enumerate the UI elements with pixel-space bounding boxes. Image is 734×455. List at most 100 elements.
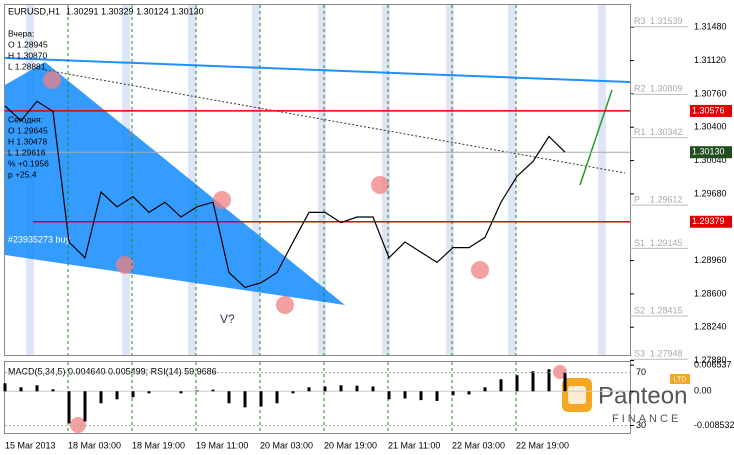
blue-triangle (5, 62, 345, 305)
pivot-circles (43, 71, 567, 433)
band (188, 5, 196, 355)
info-line: Вчера: (8, 28, 34, 38)
macd-title: MACD(5,34,5) 0.004640 0.005499; RSI(14) … (8, 366, 217, 376)
logo: LTD Panteon FINANCE (562, 374, 690, 425)
macd-bar (451, 391, 455, 396)
level-label: 1.30576 (692, 105, 725, 115)
pivot-value: 1.30809 (650, 84, 683, 94)
y-tick-label: 1.27880 (694, 355, 727, 365)
macd-bar (179, 391, 183, 394)
macd-bar (435, 391, 439, 401)
macd-bar (403, 391, 407, 399)
x-tick-label: 20 Mar 03:00 (260, 440, 313, 450)
pivot-value: 1.31539 (650, 16, 683, 26)
y-tick-label: 1.31120 (694, 55, 726, 65)
macd-bar (19, 387, 23, 392)
macd-bar (515, 375, 519, 392)
band (598, 5, 606, 355)
pivot-name: P (634, 195, 640, 205)
macd-bar (387, 391, 391, 400)
macd-bar (275, 391, 279, 404)
macd-bar (51, 389, 55, 392)
macd-bar (323, 386, 327, 392)
chart-subtitle: 1.30291 1.30329 1.30124 1.30130 (66, 6, 204, 16)
pivot-name: R1 (634, 127, 646, 137)
circle (116, 256, 134, 274)
macd-bar (291, 391, 295, 394)
pivot-value: 1.28415 (650, 305, 683, 315)
price-line (4, 100, 566, 289)
macd-bar (211, 389, 215, 392)
macd-bar (547, 369, 551, 392)
info-line: O 1.28945 (8, 39, 48, 49)
pivot-name: S2 (634, 305, 645, 315)
macd-bar (195, 390, 199, 392)
circle (276, 296, 294, 314)
level-label: 1.30130 (692, 147, 725, 157)
trend-line (4, 57, 631, 83)
level-label-box (690, 146, 732, 159)
macd-bar (371, 386, 375, 392)
y-tick-label: 0.006537 (694, 359, 732, 369)
band (318, 5, 326, 355)
macd-panel (4, 361, 631, 434)
x-tick-label: 22 Mar 03:00 (452, 440, 505, 450)
macd-bar (147, 391, 151, 394)
macd-bar (339, 385, 343, 392)
macd-bar (259, 391, 263, 407)
info-line: % +0.1956 (8, 158, 49, 168)
y-tick-label: -0.008532 (694, 420, 734, 430)
pivot-name: S3 (634, 349, 645, 359)
info-line: H 1.30870 (8, 50, 47, 60)
logo-badge-text: LTD (674, 376, 687, 383)
circle (371, 176, 389, 194)
info-line: Сегодня: (8, 114, 43, 124)
macd-bar (307, 387, 311, 392)
y-tick-label: 1.30040 (694, 155, 727, 165)
circle (213, 191, 231, 209)
band (508, 5, 516, 355)
macd-bar (131, 391, 135, 398)
chart-title: EURUSD,H1 (8, 6, 60, 16)
x-tick-label: 22 Mar 19:00 (516, 440, 569, 450)
level-label-box (690, 215, 732, 228)
y-tick-label: 0.00 (694, 386, 712, 396)
info-line: H 1.30478 (8, 136, 47, 146)
macd-bar (83, 391, 87, 422)
macd-bar (3, 383, 7, 392)
info-line: L 1.28881 (8, 61, 46, 71)
x-tick-label: 18 Mar 19:00 (132, 440, 185, 450)
macd-bar (227, 391, 231, 404)
logo-name: Panteon (598, 382, 687, 409)
y-tick-label: 1.30760 (694, 88, 727, 98)
x-tick-label: 21 Mar 11:00 (388, 440, 440, 450)
info-line: p +25.4 (8, 169, 37, 179)
band (252, 5, 260, 355)
macd-bar (243, 391, 247, 408)
circle (471, 261, 489, 279)
y-tick-label: 1.28600 (694, 288, 727, 298)
y-tick-label: 1.28240 (694, 322, 727, 332)
y-tick-label: 1.28960 (694, 255, 727, 265)
annotation: ii (128, 126, 133, 140)
x-tick-label: 20 Mar 19:00 (324, 440, 377, 450)
logo-sub: FINANCE (612, 413, 681, 425)
x-tick-label: 18 Mar 03:00 (68, 440, 121, 450)
y-tick-label: 1.29680 (694, 188, 727, 198)
y2-tick-label: 30 (636, 420, 646, 430)
macd-bar (419, 391, 423, 401)
y-tick-label: 1.31480 (694, 22, 727, 32)
circle (43, 71, 61, 89)
macd-bar (499, 379, 503, 392)
macd-bar (99, 391, 103, 404)
macd-bar (35, 385, 39, 392)
x-tick-label: 19 Mar 11:00 (196, 440, 248, 450)
macd-bar (67, 391, 71, 424)
macd-bar (483, 387, 487, 392)
pivot-value: 1.29612 (650, 195, 683, 205)
trend-line-green (579, 89, 613, 186)
x-tick-label: 15 Mar 2013 (5, 440, 56, 450)
level-label: 1.29379 (692, 216, 725, 226)
macd-bar (563, 372, 567, 392)
